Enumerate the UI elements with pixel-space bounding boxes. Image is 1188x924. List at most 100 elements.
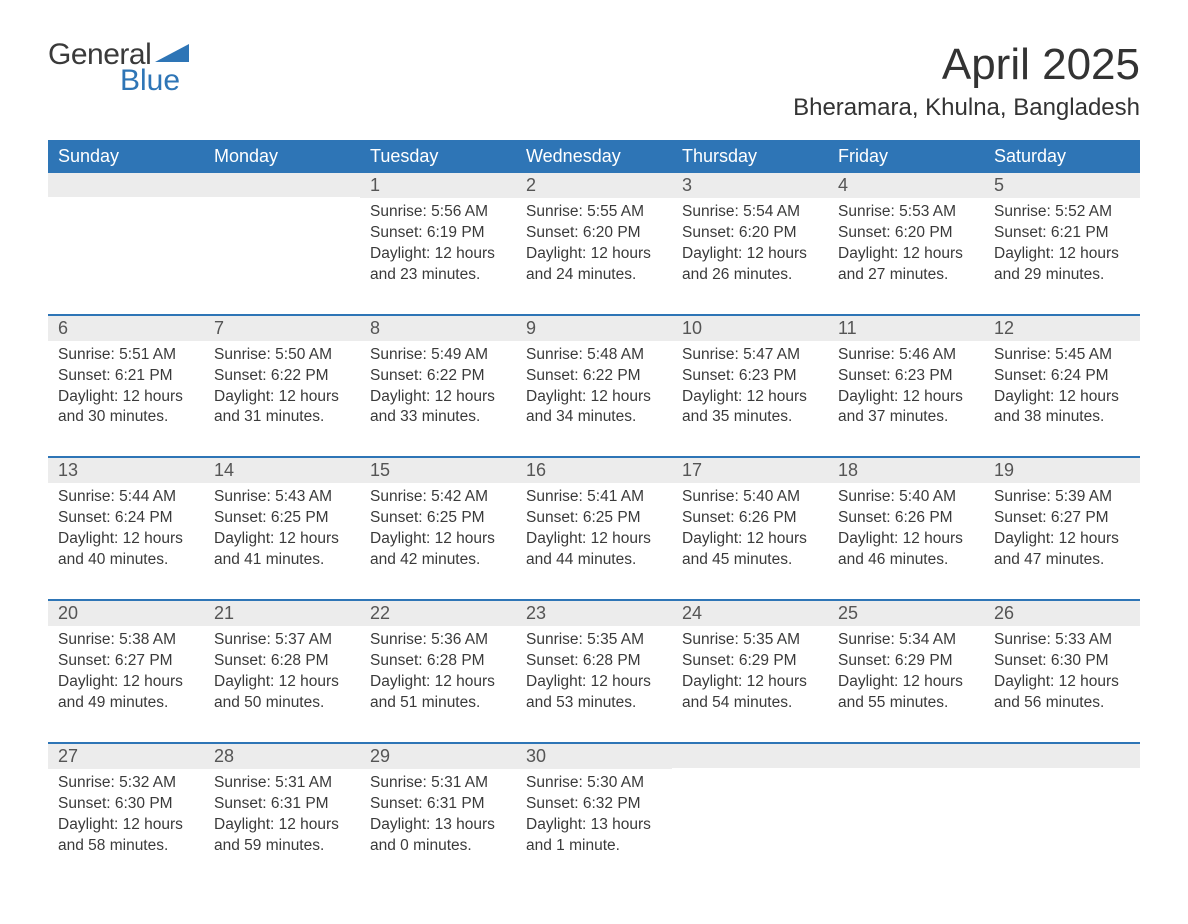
logo: General Blue bbox=[48, 40, 189, 96]
calendar-day-cell: 10Sunrise: 5:47 AMSunset: 6:23 PMDayligh… bbox=[672, 315, 828, 458]
sunset-text: Sunset: 6:32 PM bbox=[526, 794, 662, 815]
day-number: 19 bbox=[984, 458, 1140, 483]
sunrise-text: Sunrise: 5:34 AM bbox=[838, 630, 974, 651]
day-body: Sunrise: 5:31 AMSunset: 6:31 PMDaylight:… bbox=[360, 769, 516, 885]
sunset-text: Sunset: 6:20 PM bbox=[526, 223, 662, 244]
daylight-text: Daylight: 12 hours and 26 minutes. bbox=[682, 244, 818, 286]
calendar-day-cell: 25Sunrise: 5:34 AMSunset: 6:29 PMDayligh… bbox=[828, 600, 984, 743]
daylight-text: Daylight: 12 hours and 59 minutes. bbox=[214, 815, 350, 857]
daylight-text: Daylight: 12 hours and 55 minutes. bbox=[838, 672, 974, 714]
title-block: April 2025 Bheramara, Khulna, Bangladesh bbox=[793, 40, 1140, 132]
daylight-text: Daylight: 12 hours and 51 minutes. bbox=[370, 672, 506, 714]
day-number: 2 bbox=[516, 173, 672, 198]
calendar-day-cell bbox=[828, 743, 984, 885]
day-number: 4 bbox=[828, 173, 984, 198]
daylight-text: Daylight: 12 hours and 40 minutes. bbox=[58, 529, 194, 571]
calendar-day-cell: 7Sunrise: 5:50 AMSunset: 6:22 PMDaylight… bbox=[204, 315, 360, 458]
sunrise-text: Sunrise: 5:45 AM bbox=[994, 345, 1130, 366]
calendar-day-cell: 6Sunrise: 5:51 AMSunset: 6:21 PMDaylight… bbox=[48, 315, 204, 458]
sunset-text: Sunset: 6:28 PM bbox=[214, 651, 350, 672]
day-number: 20 bbox=[48, 601, 204, 626]
daylight-text: Daylight: 12 hours and 53 minutes. bbox=[526, 672, 662, 714]
calendar-day-cell: 13Sunrise: 5:44 AMSunset: 6:24 PMDayligh… bbox=[48, 457, 204, 600]
weekday-header: Sunday bbox=[48, 140, 204, 173]
calendar-day-cell: 21Sunrise: 5:37 AMSunset: 6:28 PMDayligh… bbox=[204, 600, 360, 743]
sunset-text: Sunset: 6:21 PM bbox=[58, 366, 194, 387]
day-number bbox=[672, 744, 828, 768]
day-body: Sunrise: 5:40 AMSunset: 6:26 PMDaylight:… bbox=[828, 483, 984, 599]
weekday-header: Monday bbox=[204, 140, 360, 173]
day-body bbox=[48, 197, 204, 307]
day-number: 1 bbox=[360, 173, 516, 198]
month-title: April 2025 bbox=[793, 40, 1140, 90]
day-number: 9 bbox=[516, 316, 672, 341]
day-body: Sunrise: 5:32 AMSunset: 6:30 PMDaylight:… bbox=[48, 769, 204, 885]
daylight-text: Daylight: 12 hours and 31 minutes. bbox=[214, 387, 350, 429]
sunrise-text: Sunrise: 5:50 AM bbox=[214, 345, 350, 366]
day-number: 18 bbox=[828, 458, 984, 483]
day-body: Sunrise: 5:53 AMSunset: 6:20 PMDaylight:… bbox=[828, 198, 984, 314]
calendar-day-cell: 11Sunrise: 5:46 AMSunset: 6:23 PMDayligh… bbox=[828, 315, 984, 458]
calendar-day-cell bbox=[48, 173, 204, 315]
sunrise-text: Sunrise: 5:36 AM bbox=[370, 630, 506, 651]
daylight-text: Daylight: 12 hours and 42 minutes. bbox=[370, 529, 506, 571]
daylight-text: Daylight: 13 hours and 0 minutes. bbox=[370, 815, 506, 857]
day-number: 11 bbox=[828, 316, 984, 341]
calendar-table: Sunday Monday Tuesday Wednesday Thursday… bbox=[48, 140, 1140, 884]
sunrise-text: Sunrise: 5:47 AM bbox=[682, 345, 818, 366]
sunset-text: Sunset: 6:21 PM bbox=[994, 223, 1130, 244]
sunset-text: Sunset: 6:25 PM bbox=[214, 508, 350, 529]
sunrise-text: Sunrise: 5:56 AM bbox=[370, 202, 506, 223]
sunrise-text: Sunrise: 5:49 AM bbox=[370, 345, 506, 366]
daylight-text: Daylight: 12 hours and 27 minutes. bbox=[838, 244, 974, 286]
day-body: Sunrise: 5:48 AMSunset: 6:22 PMDaylight:… bbox=[516, 341, 672, 457]
day-body: Sunrise: 5:42 AMSunset: 6:25 PMDaylight:… bbox=[360, 483, 516, 599]
sunrise-text: Sunrise: 5:30 AM bbox=[526, 773, 662, 794]
calendar-day-cell bbox=[672, 743, 828, 885]
weekday-header: Thursday bbox=[672, 140, 828, 173]
calendar-day-cell: 23Sunrise: 5:35 AMSunset: 6:28 PMDayligh… bbox=[516, 600, 672, 743]
calendar-day-cell: 28Sunrise: 5:31 AMSunset: 6:31 PMDayligh… bbox=[204, 743, 360, 885]
day-number: 3 bbox=[672, 173, 828, 198]
day-number: 17 bbox=[672, 458, 828, 483]
calendar-day-cell: 24Sunrise: 5:35 AMSunset: 6:29 PMDayligh… bbox=[672, 600, 828, 743]
sunset-text: Sunset: 6:25 PM bbox=[526, 508, 662, 529]
sunrise-text: Sunrise: 5:53 AM bbox=[838, 202, 974, 223]
sunrise-text: Sunrise: 5:31 AM bbox=[214, 773, 350, 794]
daylight-text: Daylight: 12 hours and 33 minutes. bbox=[370, 387, 506, 429]
sunset-text: Sunset: 6:23 PM bbox=[838, 366, 974, 387]
daylight-text: Daylight: 12 hours and 47 minutes. bbox=[994, 529, 1130, 571]
sunrise-text: Sunrise: 5:33 AM bbox=[994, 630, 1130, 651]
daylight-text: Daylight: 12 hours and 38 minutes. bbox=[994, 387, 1130, 429]
sunset-text: Sunset: 6:28 PM bbox=[370, 651, 506, 672]
day-number: 13 bbox=[48, 458, 204, 483]
calendar-day-cell: 29Sunrise: 5:31 AMSunset: 6:31 PMDayligh… bbox=[360, 743, 516, 885]
weekday-header: Friday bbox=[828, 140, 984, 173]
calendar-day-cell bbox=[984, 743, 1140, 885]
calendar-day-cell: 20Sunrise: 5:38 AMSunset: 6:27 PMDayligh… bbox=[48, 600, 204, 743]
day-body: Sunrise: 5:50 AMSunset: 6:22 PMDaylight:… bbox=[204, 341, 360, 457]
day-number: 6 bbox=[48, 316, 204, 341]
calendar-week-row: 20Sunrise: 5:38 AMSunset: 6:27 PMDayligh… bbox=[48, 600, 1140, 743]
daylight-text: Daylight: 12 hours and 56 minutes. bbox=[994, 672, 1130, 714]
daylight-text: Daylight: 12 hours and 54 minutes. bbox=[682, 672, 818, 714]
sunrise-text: Sunrise: 5:38 AM bbox=[58, 630, 194, 651]
day-body: Sunrise: 5:56 AMSunset: 6:19 PMDaylight:… bbox=[360, 198, 516, 314]
calendar-day-cell: 14Sunrise: 5:43 AMSunset: 6:25 PMDayligh… bbox=[204, 457, 360, 600]
calendar-day-cell: 8Sunrise: 5:49 AMSunset: 6:22 PMDaylight… bbox=[360, 315, 516, 458]
calendar-day-cell: 17Sunrise: 5:40 AMSunset: 6:26 PMDayligh… bbox=[672, 457, 828, 600]
weekday-header: Tuesday bbox=[360, 140, 516, 173]
sunset-text: Sunset: 6:22 PM bbox=[526, 366, 662, 387]
day-number bbox=[984, 744, 1140, 768]
weekday-header-row: Sunday Monday Tuesday Wednesday Thursday… bbox=[48, 140, 1140, 173]
day-body: Sunrise: 5:35 AMSunset: 6:29 PMDaylight:… bbox=[672, 626, 828, 742]
day-number bbox=[828, 744, 984, 768]
day-number: 24 bbox=[672, 601, 828, 626]
sunrise-text: Sunrise: 5:40 AM bbox=[682, 487, 818, 508]
sunset-text: Sunset: 6:23 PM bbox=[682, 366, 818, 387]
sunset-text: Sunset: 6:20 PM bbox=[838, 223, 974, 244]
day-body: Sunrise: 5:40 AMSunset: 6:26 PMDaylight:… bbox=[672, 483, 828, 599]
calendar-day-cell: 22Sunrise: 5:36 AMSunset: 6:28 PMDayligh… bbox=[360, 600, 516, 743]
daylight-text: Daylight: 12 hours and 41 minutes. bbox=[214, 529, 350, 571]
daylight-text: Daylight: 12 hours and 58 minutes. bbox=[58, 815, 194, 857]
